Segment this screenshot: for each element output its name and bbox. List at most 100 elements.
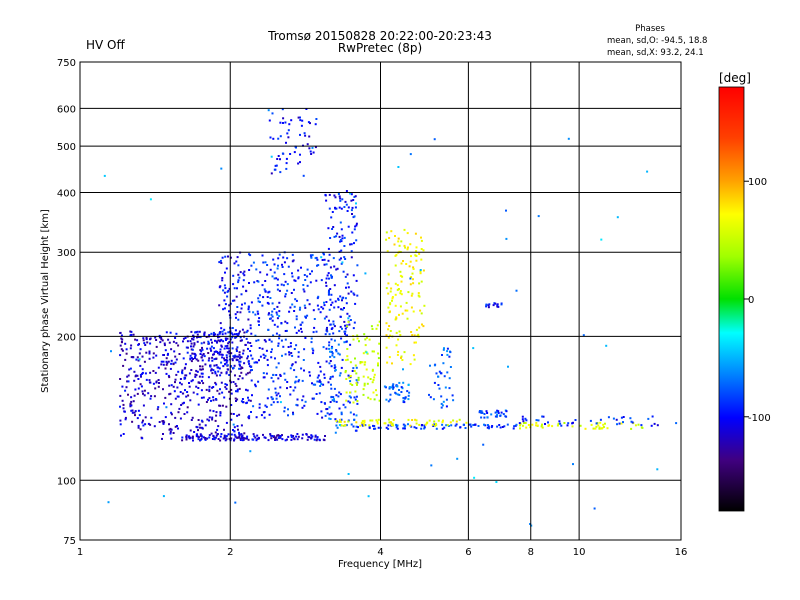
phase-point xyxy=(267,109,270,112)
phase-point xyxy=(324,333,327,336)
phase-point xyxy=(325,329,328,332)
phase-point xyxy=(237,355,239,358)
phase-point xyxy=(456,457,459,460)
phase-point xyxy=(211,438,214,440)
phase-point xyxy=(173,350,176,353)
phase-point xyxy=(615,418,618,421)
phase-point xyxy=(413,334,416,337)
phase-point xyxy=(344,258,347,260)
phase-point xyxy=(443,426,446,429)
phase-point xyxy=(196,393,199,396)
phase-point xyxy=(345,203,348,206)
phase-point xyxy=(270,376,273,379)
phase-point xyxy=(157,385,160,388)
phase-point xyxy=(131,356,134,358)
phase-point xyxy=(388,356,391,359)
phase-point xyxy=(409,277,412,280)
phase-point xyxy=(295,315,298,318)
phase-point xyxy=(254,313,257,316)
phase-point xyxy=(263,436,266,439)
phase-point xyxy=(219,348,222,351)
phase-point xyxy=(210,338,213,341)
phase-point xyxy=(219,388,221,391)
phase-point xyxy=(266,296,269,298)
phase-point xyxy=(287,414,289,417)
x-tick-label: 10 xyxy=(573,547,586,558)
phase-point xyxy=(280,322,283,324)
phase-point xyxy=(226,359,229,362)
phase-point xyxy=(592,427,595,430)
phase-point xyxy=(398,330,401,333)
phase-point xyxy=(399,290,402,292)
phase-point xyxy=(402,399,405,402)
phase-point xyxy=(286,381,289,383)
phase-point xyxy=(284,378,287,381)
phase-point xyxy=(170,411,173,414)
phase-point xyxy=(239,339,242,342)
phase-point xyxy=(236,414,239,417)
phase-point xyxy=(248,415,251,418)
phase-point xyxy=(330,303,333,306)
phase-point xyxy=(130,396,133,399)
phase-point xyxy=(233,426,236,429)
phase-point xyxy=(235,350,238,352)
phase-point xyxy=(391,386,393,389)
phase-point xyxy=(254,334,257,337)
phase-point xyxy=(363,333,366,336)
phase-point xyxy=(409,260,412,263)
phase-point xyxy=(343,245,346,247)
phase-point xyxy=(200,437,203,440)
phase-point xyxy=(404,396,407,399)
phase-point xyxy=(507,365,509,368)
phase-point xyxy=(339,325,342,328)
phase-point xyxy=(357,376,360,379)
phase-point xyxy=(191,337,193,340)
phase-point xyxy=(185,395,188,398)
phase-point xyxy=(269,297,272,299)
phase-point xyxy=(599,421,602,424)
phase-point xyxy=(291,260,294,263)
phase-point xyxy=(188,437,191,440)
phase-point xyxy=(408,265,411,268)
phase-point xyxy=(397,350,400,353)
phase-point xyxy=(407,423,409,426)
phase-point xyxy=(237,332,240,335)
phase-point xyxy=(210,432,213,435)
phase-point xyxy=(433,423,436,426)
phase-point xyxy=(397,338,400,341)
phase-point xyxy=(296,433,299,435)
phase-point xyxy=(246,357,249,360)
phase-point xyxy=(276,288,279,291)
phase-point xyxy=(392,424,395,427)
phase-point xyxy=(306,275,309,278)
phase-point xyxy=(281,263,283,266)
phase-point xyxy=(192,439,194,442)
phase-point xyxy=(406,317,409,320)
phase-point xyxy=(372,391,375,394)
phase-point xyxy=(482,443,485,446)
phase-point xyxy=(281,108,284,111)
phase-point xyxy=(190,380,193,383)
phase-point xyxy=(230,381,232,384)
phase-point xyxy=(349,391,351,394)
phase-point xyxy=(169,331,172,334)
phase-point xyxy=(394,293,397,296)
x-tick-label: 1 xyxy=(77,547,83,558)
phase-point xyxy=(519,424,521,427)
phase-point xyxy=(207,398,209,401)
phase-point xyxy=(235,400,237,402)
phase-point xyxy=(234,397,237,400)
phase-point xyxy=(409,243,412,246)
phase-point xyxy=(289,393,292,396)
phase-point xyxy=(220,327,223,330)
phase-point xyxy=(237,428,239,431)
phase-point xyxy=(522,420,525,423)
phase-point xyxy=(567,422,570,425)
phase-point xyxy=(402,427,405,430)
phase-point xyxy=(240,433,243,436)
phase-point xyxy=(429,364,431,367)
phase-point xyxy=(126,380,129,383)
phase-point xyxy=(316,438,319,441)
phase-point xyxy=(197,403,200,406)
phase-point xyxy=(311,146,314,149)
